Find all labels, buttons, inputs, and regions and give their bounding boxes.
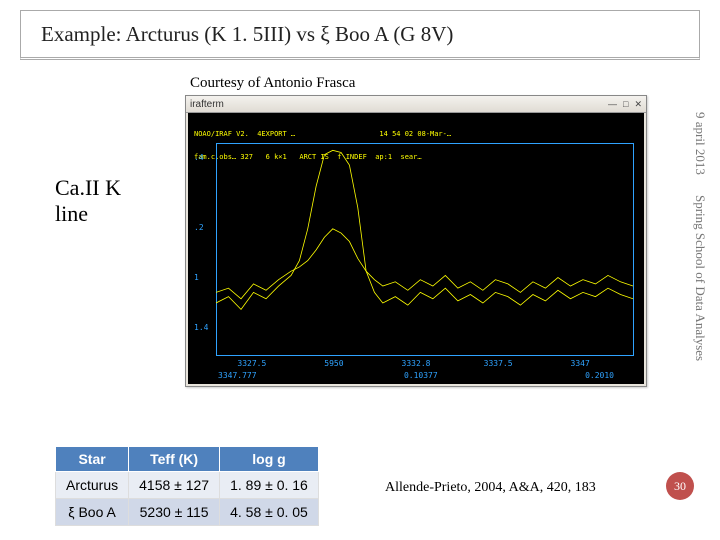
- ytick: 1.4: [194, 323, 208, 332]
- window-controls[interactable]: — □ ✕: [608, 99, 642, 110]
- slide-title: Example: Arcturus (K 1. 5III) vs ξ Boo A…: [41, 22, 453, 47]
- page-number-badge: 30: [666, 472, 694, 500]
- cell: 4158 ± 127: [129, 472, 220, 499]
- col-header: log g: [220, 447, 319, 472]
- terminal-title: irafterm: [190, 99, 224, 110]
- ytick: 1: [194, 273, 199, 282]
- xtick: 3332.8: [402, 359, 431, 368]
- spectrum-traces: [216, 144, 633, 356]
- xtick: 3327.5: [237, 359, 266, 368]
- maximize-icon[interactable]: □: [623, 99, 628, 110]
- cell: Arcturus: [56, 472, 129, 499]
- plot-annotation: Ca.II K line: [55, 175, 155, 228]
- date-sidebar: 9 april 2013: [692, 112, 708, 175]
- cell: 1. 89 ± 0. 16: [220, 472, 319, 499]
- title-bar: Example: Arcturus (K 1. 5III) vs ξ Boo A…: [20, 10, 700, 60]
- table-row: Arcturus 4158 ± 127 1. 89 ± 0. 16: [56, 472, 319, 499]
- table-row: ξ Boo A 5230 ± 115 4. 58 ± 0. 05: [56, 499, 319, 526]
- courtesy-text: Courtesy of Antonio Frasca: [190, 75, 355, 92]
- cell: ξ Boo A: [56, 499, 129, 526]
- xlabel-row: 3347.777 0.10377 0.2010: [188, 371, 644, 380]
- xtick: 5950: [324, 359, 343, 368]
- table-header-row: Star Teff (K) log g: [56, 447, 319, 472]
- minimize-icon[interactable]: —: [608, 99, 617, 110]
- citation-text: Allende-Prieto, 2004, A&A, 420, 183: [385, 480, 596, 496]
- spectrum-plot: [216, 143, 634, 356]
- terminal-titlebar[interactable]: irafterm — □ ✕: [186, 96, 646, 113]
- iraf-header-line: NOAO/IRAF V2. 4EXPORT … 14 54 02 08-Mar-…: [194, 131, 638, 139]
- xlabel: 0.10377: [404, 371, 438, 380]
- stellar-params-table: Star Teff (K) log g Arcturus 4158 ± 127 …: [55, 446, 319, 526]
- page-number: 30: [674, 479, 686, 494]
- xtick: 3337.5: [484, 359, 513, 368]
- xlabel: 0.2010: [585, 371, 614, 380]
- xlabel: 3347.777: [218, 371, 257, 380]
- xtick: 3347: [571, 359, 590, 368]
- close-icon[interactable]: ✕: [634, 99, 642, 110]
- cell: 5230 ± 115: [129, 499, 220, 526]
- ytick: .4: [194, 153, 204, 162]
- ytick: .2: [194, 223, 204, 232]
- terminal-canvas: NOAO/IRAF V2. 4EXPORT … 14 54 02 08-Mar-…: [188, 113, 644, 384]
- col-header: Star: [56, 447, 129, 472]
- cell: 4. 58 ± 0. 05: [220, 499, 319, 526]
- col-header: Teff (K): [129, 447, 220, 472]
- school-sidebar: Spring School of Data Analyses: [692, 195, 708, 361]
- iraf-terminal-window: irafterm — □ ✕ NOAO/IRAF V2. 4EXPORT … 1…: [185, 95, 647, 387]
